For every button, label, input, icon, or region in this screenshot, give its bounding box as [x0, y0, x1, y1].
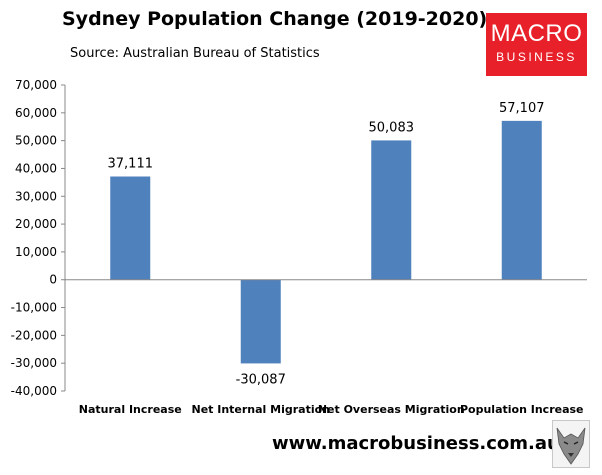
bars: 37,111 Natural Increase -30,087 Net Interna…: [79, 101, 584, 416]
y-tick-label: 10,000: [15, 245, 57, 259]
chart-title: Sydney Population Change (2019-2020): [62, 8, 488, 30]
bar: [240, 279, 281, 364]
y-tick-label: -20,000: [11, 328, 57, 342]
y-tick-label: 40,000: [15, 161, 57, 175]
y-tick-label: 50,000: [15, 134, 57, 148]
y-tick-label: -40,000: [11, 384, 57, 398]
y-tick-label: 0: [49, 273, 57, 287]
footer-url: www.macrobusiness.com.au: [272, 433, 560, 454]
logo-line-business: BUSINESS: [496, 50, 577, 64]
y-tick-label: -10,000: [11, 301, 57, 315]
bar: [371, 140, 412, 280]
bar: [501, 120, 542, 280]
logo-line-macro: MACRO: [490, 20, 583, 47]
y-tick-label: 70,000: [15, 78, 57, 92]
macrobusiness-logo: MACRO BUSINESS: [486, 13, 587, 76]
chart-source: Source: Australian Bureau of Statistics: [70, 46, 320, 61]
y-tick-label: -30,000: [11, 356, 57, 370]
y-tick-label: 30,000: [15, 189, 57, 203]
bar: [110, 176, 151, 280]
bar-data-label: 37,111: [108, 156, 154, 171]
bar-data-label: -30,087: [236, 372, 286, 387]
x-category-label: Net Internal Migration: [191, 403, 330, 416]
x-category-label: Net Overseas Migration: [318, 403, 465, 416]
bar-data-label: 50,083: [369, 120, 415, 135]
y-tick-label: 20,000: [15, 217, 57, 231]
wolf-icon: [552, 420, 590, 468]
x-category-label: Natural Increase: [79, 403, 182, 416]
y-axis: 70,000 60,000 50,000 40,000 30,000 20,000 10,0…: [11, 78, 65, 398]
x-category-label: Population Increase: [460, 403, 584, 416]
axes: [64, 85, 587, 391]
bar-data-label: 57,107: [499, 101, 545, 116]
y-tick-label: 60,000: [15, 106, 57, 120]
